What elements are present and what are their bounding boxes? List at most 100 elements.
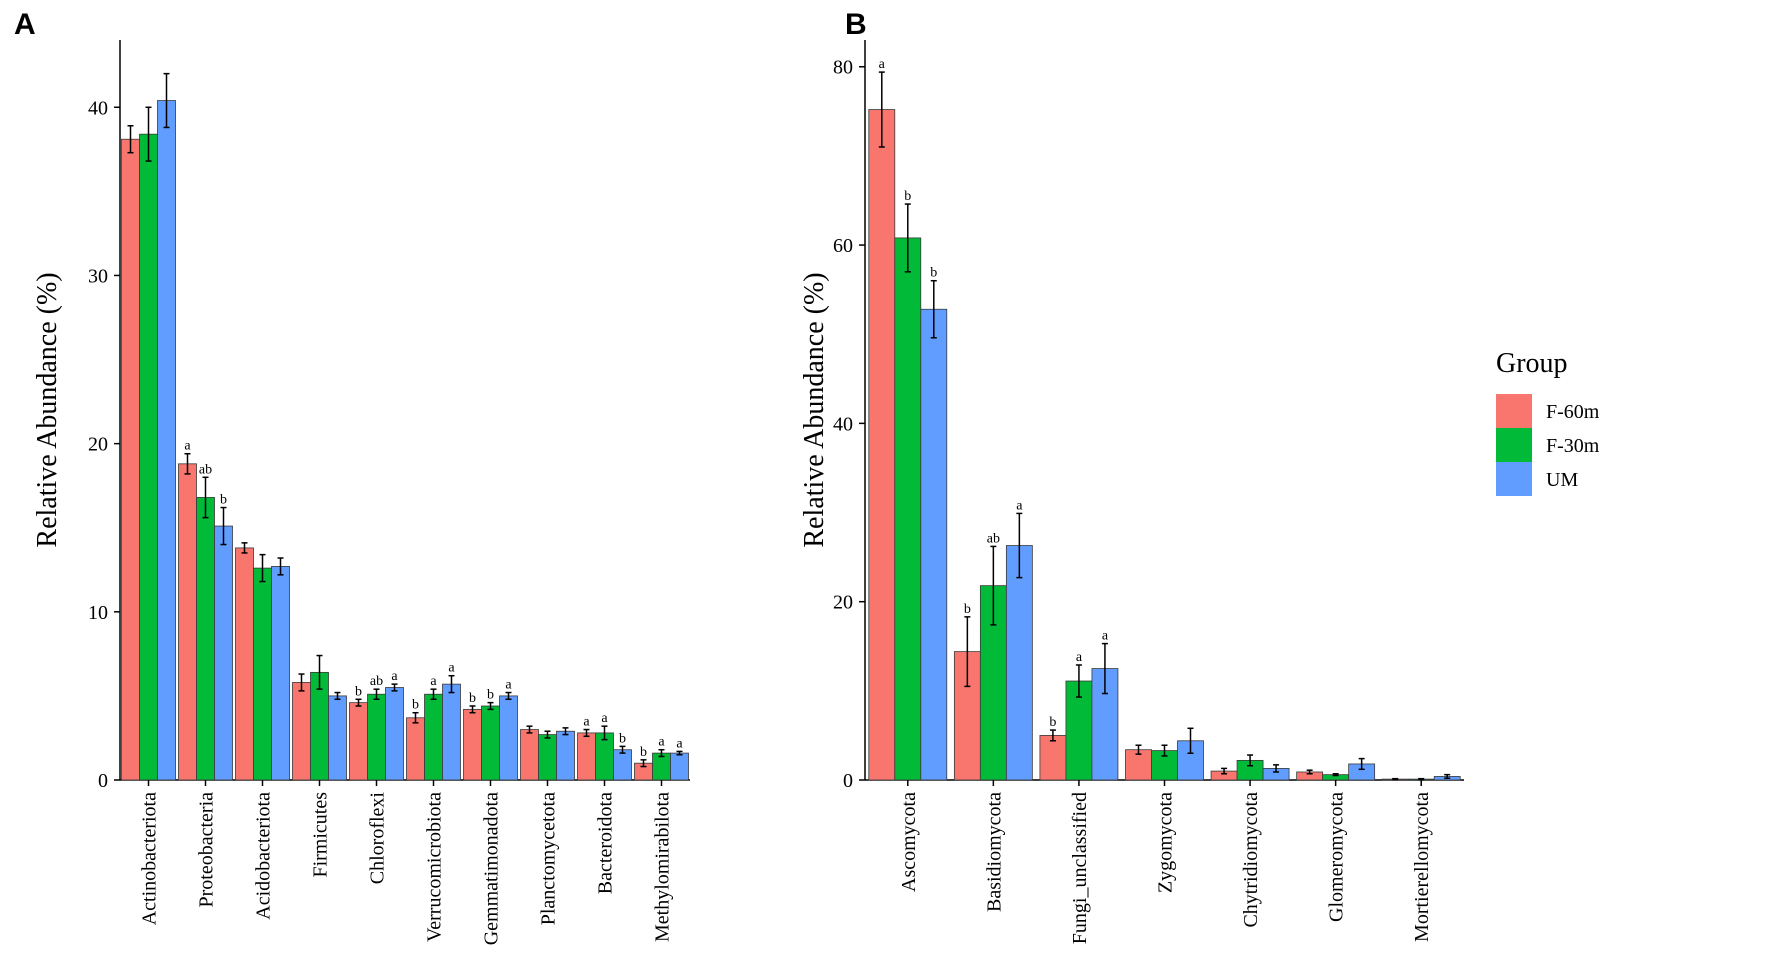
x-tick-label: Mortierellomycota xyxy=(1411,792,1433,942)
significance-label: ab xyxy=(199,462,212,477)
bar-planctomycetota-um xyxy=(556,730,575,781)
x-tick-label: Actinobacteriota xyxy=(139,792,161,925)
legend-title: Group xyxy=(1496,348,1568,379)
bar-fungi-unclassified-f-60m xyxy=(1039,735,1067,781)
significance-label: b xyxy=(964,602,971,617)
panel-letter: A xyxy=(14,8,36,41)
significance-label: a xyxy=(601,711,608,726)
significance-label: b xyxy=(469,691,476,706)
legend-swatch-f-30m xyxy=(1496,428,1532,462)
bar-firmicutes-f-60m xyxy=(292,682,311,781)
x-tick-label: Planctomycetota xyxy=(538,792,560,925)
y-tick-label: 0 xyxy=(843,770,853,792)
x-tick-label: Firmicutes xyxy=(310,792,332,878)
bar-verrucomicrobiota-f-30m xyxy=(424,693,443,781)
significance-label: a xyxy=(1076,650,1083,665)
bar-basidiomycota-um xyxy=(1005,545,1033,781)
bar-ascomycota-um xyxy=(920,308,948,781)
bar-actinobacteriota-f-60m xyxy=(121,138,140,781)
significance-label: a xyxy=(1016,498,1023,513)
significance-label: a xyxy=(1102,629,1109,644)
x-tick-label: Verrucomicrobiota xyxy=(424,792,446,942)
legend-label-f-60m: F-60m xyxy=(1546,401,1600,423)
bar-chloroflexi-um xyxy=(385,687,404,781)
significance-label: b xyxy=(220,493,227,508)
significance-label: a xyxy=(391,669,398,684)
significance-label: a xyxy=(879,57,886,72)
bar-acidobacteriota-f-30m xyxy=(253,567,272,781)
y-tick-label: 40 xyxy=(833,413,853,435)
y-tick-label: 10 xyxy=(88,602,108,624)
y-tick-label: 30 xyxy=(88,265,108,287)
bar-ascomycota-f-30m xyxy=(894,237,922,781)
x-tick-label: Glomeromycota xyxy=(1326,792,1348,922)
bar-proteobacteria-f-60m xyxy=(178,463,197,781)
legend-label-f-30m: F-30m xyxy=(1546,435,1600,457)
x-tick-label: Gemmatimonadota xyxy=(481,792,503,945)
significance-label: b xyxy=(487,688,494,703)
significance-label: a xyxy=(505,678,512,693)
bar-planctomycetota-f-60m xyxy=(520,729,539,781)
y-axis-title: Relative Abundance (%) xyxy=(32,272,63,547)
significance-label: a xyxy=(184,439,191,454)
y-tick-label: 40 xyxy=(88,97,108,119)
significance-label: b xyxy=(904,189,911,204)
y-axis-title: Relative Abundance (%) xyxy=(799,272,830,547)
bar-chloroflexi-f-30m xyxy=(367,693,386,781)
x-tick-label: Zygomycota xyxy=(1155,792,1177,893)
bar-gemmatimonadota-f-30m xyxy=(481,705,500,781)
significance-label: b xyxy=(619,731,626,746)
panel-a-chart: A 0 10 20 30 40 Relative Abundance (%) Actinoba… xyxy=(14,8,690,945)
significance-label: a xyxy=(676,736,683,751)
x-tick-label: Chytridiomycota xyxy=(1240,792,1262,928)
y-tick-label: 80 xyxy=(833,57,853,79)
legend-swatch-f-60m xyxy=(1496,394,1532,428)
bar-proteobacteria-um xyxy=(214,525,233,781)
bar-actinobacteriota-um xyxy=(157,100,176,781)
x-tick-label: Proteobacteria xyxy=(196,792,218,908)
significance-label: b xyxy=(412,698,419,713)
significance-label: b xyxy=(1049,715,1056,730)
significance-label: b xyxy=(640,745,647,760)
significance-label: a xyxy=(658,735,665,750)
legend-label-um: UM xyxy=(1546,469,1578,491)
x-tick-label: Acidobacteriota xyxy=(253,792,275,920)
bar-chloroflexi-f-60m xyxy=(349,702,368,781)
significance-label: b xyxy=(930,266,937,281)
x-tick-label: Basidiomycota xyxy=(983,792,1005,912)
bar-verrucomicrobiota-f-60m xyxy=(406,717,425,781)
bar-ascomycota-f-60m xyxy=(868,109,896,781)
significance-label: ab xyxy=(370,674,383,689)
significance-label: a xyxy=(583,715,590,730)
bar-gemmatimonadota-um xyxy=(499,695,518,781)
bar-proteobacteria-f-30m xyxy=(196,497,215,781)
significance-label: ab xyxy=(987,531,1000,546)
x-tick-label: Bacteroidota xyxy=(595,792,617,894)
significance-label: b xyxy=(355,684,362,699)
x-tick-label: Fungi_unclassified xyxy=(1069,792,1091,944)
significance-label: a xyxy=(430,674,437,689)
significance-label: a xyxy=(448,661,455,676)
x-tick-label: Ascomycota xyxy=(898,792,920,892)
y-tick-label: 0 xyxy=(98,770,108,792)
x-tick-label: Methylomirabilota xyxy=(652,792,674,942)
y-tick-label: 60 xyxy=(833,235,853,257)
bar-firmicutes-um xyxy=(328,695,347,781)
bar-verrucomicrobiota-um xyxy=(442,683,461,781)
bar-acidobacteriota-um xyxy=(271,566,290,781)
bar-gemmatimonadota-f-60m xyxy=(463,708,482,781)
bar-methylomirabilota-um xyxy=(670,752,689,781)
y-tick-label: 20 xyxy=(88,434,108,456)
y-tick-label: 20 xyxy=(833,592,853,614)
bar-fungi-unclassified-um xyxy=(1091,668,1119,781)
bar-bacteroidota-f-60m xyxy=(577,732,596,781)
legend-swatch-um xyxy=(1496,462,1532,496)
bar-acidobacteriota-f-60m xyxy=(235,547,254,781)
legend: Group F-60m F-30m UM xyxy=(1496,348,1600,496)
bar-bacteroidota-um xyxy=(613,749,632,781)
x-tick-label: Chloroflexi xyxy=(367,792,389,885)
bar-planctomycetota-f-30m xyxy=(538,734,557,781)
panel-letter: B xyxy=(845,8,867,41)
